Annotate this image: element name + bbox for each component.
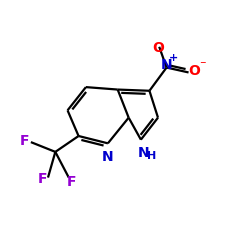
Text: O: O (188, 64, 200, 78)
Text: F: F (38, 172, 47, 186)
Text: N: N (102, 150, 114, 164)
Text: N: N (161, 58, 172, 72)
Text: F: F (66, 175, 76, 189)
Text: ⁻: ⁻ (200, 58, 206, 71)
Text: O: O (152, 41, 164, 55)
Text: H: H (146, 151, 156, 161)
Text: +: + (169, 53, 178, 63)
Text: F: F (19, 134, 29, 148)
Text: N: N (138, 146, 149, 160)
